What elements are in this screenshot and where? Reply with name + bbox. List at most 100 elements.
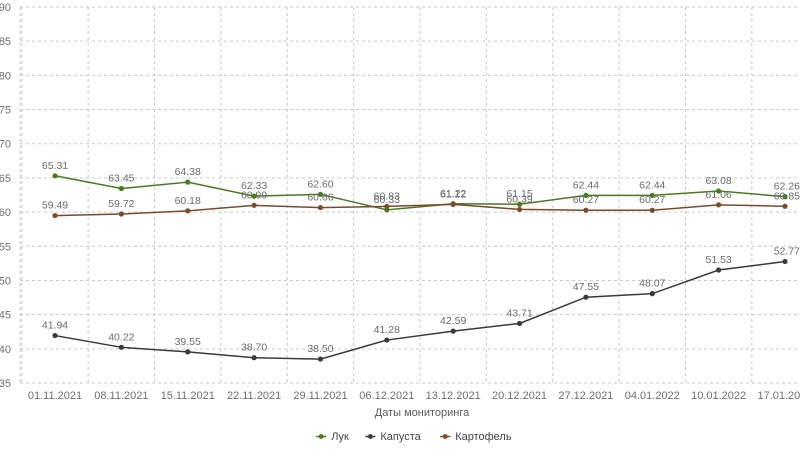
data-point[interactable] [251, 202, 257, 208]
data-point[interactable] [782, 203, 788, 209]
data-label: 62.44 [573, 179, 599, 191]
data-point[interactable] [251, 193, 257, 199]
data-label: 47.55 [573, 281, 599, 293]
data-label: 63.45 [108, 173, 134, 185]
data-point[interactable] [384, 203, 390, 210]
legend-item[interactable]: Капуста [365, 431, 422, 443]
data-label: 41.28 [374, 324, 400, 336]
data-point[interactable] [317, 204, 324, 211]
legend-swatch-marker [318, 434, 324, 439]
legend-item[interactable]: Картофель [440, 431, 512, 443]
data-label: 65.31 [42, 160, 68, 172]
x-tick-label: 17.01.2022 [757, 390, 800, 402]
data-point[interactable] [52, 173, 58, 179]
y-tick-label: 80 [0, 70, 11, 82]
data-point[interactable] [52, 212, 58, 219]
series-line [54, 175, 786, 211]
data-point[interactable] [716, 267, 722, 273]
x-tick-label: 06.12.2021 [359, 390, 414, 402]
data-label: 41.94 [42, 320, 68, 332]
data-label: 61.12 [440, 188, 466, 200]
data-point[interactable] [649, 192, 655, 199]
data-label: 60.39 [506, 193, 532, 205]
data-label: 63.08 [705, 175, 731, 187]
x-tick-label: 13.12.2021 [426, 390, 481, 402]
data-label: 60.99 [241, 189, 267, 201]
y-tick-label: 35 [0, 378, 11, 390]
x-tick-label: 22.11.2021 [227, 390, 281, 402]
x-axis-title: Даты мониторинга [375, 407, 470, 419]
data-point[interactable] [583, 294, 589, 300]
data-point[interactable] [185, 349, 191, 355]
data-point[interactable] [649, 207, 655, 213]
data-point[interactable] [782, 194, 788, 200]
data-label: 62.33 [241, 180, 267, 192]
y-tick-label: 65 [0, 173, 11, 185]
data-point[interactable] [583, 192, 589, 199]
legend-label: Картофель [455, 431, 512, 443]
data-label: 61.15 [506, 188, 532, 200]
x-tick-label: 15.11.2021 [161, 390, 215, 402]
data-point[interactable] [516, 320, 523, 327]
data-point[interactable] [317, 191, 324, 197]
data-point[interactable] [251, 355, 257, 361]
data-label: 38.50 [307, 343, 333, 355]
data-point[interactable] [716, 202, 722, 208]
data-point[interactable] [450, 201, 456, 208]
legend[interactable]: Лук Капуста Картофель [316, 431, 512, 443]
x-tick-label: 01.11.2021 [28, 390, 82, 402]
data-label: 60.33 [374, 194, 400, 206]
y-tick-label: 60 [0, 207, 11, 219]
data-label: 39.55 [175, 336, 201, 348]
data-point[interactable] [450, 328, 456, 334]
x-tick-label: 29.11.2021 [293, 390, 347, 402]
data-label: 51.53 [705, 254, 731, 266]
data-point[interactable] [516, 206, 523, 213]
y-tick-label: 75 [0, 105, 11, 117]
data-label: 61.06 [705, 189, 731, 201]
data-label: 62.44 [639, 179, 665, 191]
data-label: 43.71 [506, 307, 532, 319]
legend-swatch-marker [368, 434, 373, 439]
data-label: 60.83 [374, 190, 400, 202]
data-label: 62.26 [774, 181, 800, 193]
y-axis: 35 40 45 50 55 60 65 70 75 80 85 90 [0, 2, 11, 390]
legend-item[interactable]: Лук [316, 431, 349, 443]
legend-label: Лук [331, 431, 349, 443]
x-tick-label: 27.12.2021 [558, 390, 613, 402]
data-label: 61.22 [440, 188, 466, 200]
legend-swatch-marker [442, 434, 448, 439]
data-point[interactable] [716, 188, 722, 194]
y-tick-label: 40 [0, 344, 11, 356]
data-point[interactable] [317, 356, 324, 362]
data-point[interactable] [516, 201, 523, 207]
x-tick-label: 10.01.2022 [691, 390, 746, 402]
data-label: 59.49 [42, 200, 68, 212]
data-point[interactable] [118, 211, 124, 217]
x-tick-label: 08.11.2021 [94, 390, 148, 402]
data-label: 62.60 [307, 178, 333, 190]
data-point[interactable] [118, 344, 124, 350]
data-point[interactable] [185, 179, 191, 185]
gridlines [19, 6, 800, 384]
data-label: 60.85 [774, 190, 800, 202]
y-tick-label: 45 [0, 310, 11, 322]
data-label: 60.27 [573, 194, 599, 206]
data-label: 40.22 [108, 331, 134, 343]
data-point[interactable] [118, 185, 124, 192]
data-point[interactable] [384, 337, 390, 343]
data-label: 64.38 [175, 166, 201, 178]
series-lines [52, 173, 788, 362]
data-point[interactable] [185, 208, 191, 214]
data-point[interactable] [583, 207, 589, 213]
x-axis: 01.11.2021 08.11.2021 15.11.2021 22.11.2021… [28, 390, 800, 402]
data-point[interactable] [649, 291, 655, 297]
data-point[interactable] [782, 258, 788, 265]
y-tick-label: 50 [0, 275, 11, 287]
data-label: 60.66 [307, 192, 333, 204]
x-tick-label: 04.01.2022 [625, 390, 680, 402]
data-point[interactable] [52, 332, 58, 339]
y-tick-label: 85 [0, 36, 11, 48]
data-label: 42.59 [440, 315, 466, 327]
